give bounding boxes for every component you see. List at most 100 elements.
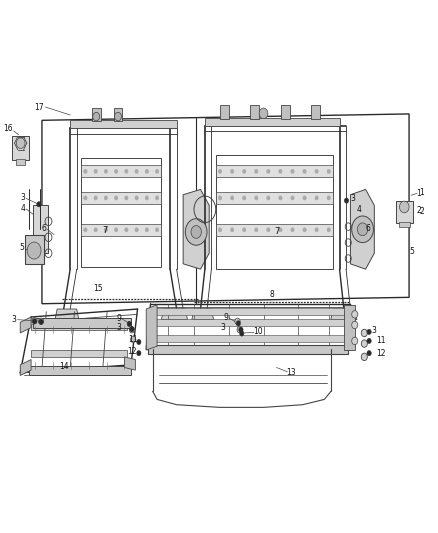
Text: 3: 3 <box>350 194 355 203</box>
Circle shape <box>84 196 87 200</box>
Circle shape <box>303 169 306 173</box>
Text: 6: 6 <box>42 224 46 233</box>
Text: 12: 12 <box>377 349 386 358</box>
Text: 16: 16 <box>3 124 12 133</box>
Circle shape <box>218 228 222 232</box>
Circle shape <box>235 318 240 325</box>
Circle shape <box>230 228 234 232</box>
Bar <box>396 200 413 223</box>
Bar <box>16 159 25 165</box>
Circle shape <box>135 228 138 232</box>
Polygon shape <box>146 305 157 350</box>
Text: 12: 12 <box>127 347 137 356</box>
Circle shape <box>114 112 121 121</box>
Bar <box>281 106 290 119</box>
Circle shape <box>367 338 371 344</box>
Polygon shape <box>124 357 135 370</box>
Circle shape <box>291 228 294 232</box>
Bar <box>399 222 410 227</box>
Circle shape <box>361 329 367 337</box>
Text: 17: 17 <box>35 102 44 111</box>
Circle shape <box>130 327 134 332</box>
Bar <box>311 106 320 119</box>
Circle shape <box>352 337 358 345</box>
Circle shape <box>303 196 306 200</box>
Text: 7: 7 <box>274 228 279 237</box>
Circle shape <box>279 169 282 173</box>
Circle shape <box>145 196 148 200</box>
Bar <box>153 309 348 316</box>
Text: 14: 14 <box>59 362 68 371</box>
Circle shape <box>94 196 97 200</box>
Circle shape <box>145 169 148 173</box>
Bar <box>153 335 348 342</box>
Bar <box>216 192 333 204</box>
Circle shape <box>267 196 270 200</box>
Circle shape <box>361 340 367 348</box>
Circle shape <box>315 169 318 173</box>
Circle shape <box>303 228 306 232</box>
Text: 10: 10 <box>254 327 263 336</box>
Circle shape <box>352 321 358 329</box>
Bar <box>81 224 162 236</box>
Circle shape <box>254 196 258 200</box>
Bar <box>153 319 348 326</box>
Bar <box>216 224 333 236</box>
Circle shape <box>94 169 97 173</box>
Bar <box>33 205 49 253</box>
Circle shape <box>399 201 409 213</box>
Text: 1: 1 <box>417 189 421 198</box>
Circle shape <box>367 329 371 335</box>
Circle shape <box>315 196 318 200</box>
Circle shape <box>137 351 141 356</box>
Circle shape <box>291 169 294 173</box>
Circle shape <box>155 228 159 232</box>
Circle shape <box>155 196 159 200</box>
Circle shape <box>135 196 138 200</box>
Text: 3: 3 <box>116 323 121 332</box>
Circle shape <box>39 318 44 325</box>
Circle shape <box>135 169 138 173</box>
Polygon shape <box>350 189 374 269</box>
Circle shape <box>240 331 244 336</box>
Circle shape <box>104 169 108 173</box>
Circle shape <box>137 340 141 345</box>
Text: 1: 1 <box>419 188 424 197</box>
Circle shape <box>114 169 118 173</box>
Circle shape <box>237 327 242 333</box>
Circle shape <box>104 196 108 200</box>
Polygon shape <box>20 360 31 375</box>
Bar <box>81 192 162 204</box>
Circle shape <box>327 228 330 232</box>
Text: 2: 2 <box>419 207 424 216</box>
Circle shape <box>32 318 37 324</box>
Text: 3: 3 <box>371 326 376 335</box>
Text: 11: 11 <box>377 336 386 345</box>
Bar <box>70 120 177 128</box>
Text: 9: 9 <box>116 313 121 322</box>
Circle shape <box>93 112 100 121</box>
Circle shape <box>84 169 87 173</box>
Polygon shape <box>183 189 209 269</box>
Circle shape <box>27 242 41 259</box>
Circle shape <box>254 169 258 173</box>
Bar <box>113 108 122 122</box>
Circle shape <box>352 311 358 318</box>
Circle shape <box>352 216 374 243</box>
Text: 9: 9 <box>223 312 228 321</box>
Circle shape <box>218 169 222 173</box>
Circle shape <box>125 169 128 173</box>
Text: 11: 11 <box>128 335 138 344</box>
Circle shape <box>37 201 41 207</box>
Bar <box>216 165 333 177</box>
Polygon shape <box>192 309 214 320</box>
Bar <box>25 235 44 264</box>
Circle shape <box>315 228 318 232</box>
Bar <box>12 136 29 160</box>
Circle shape <box>129 327 134 333</box>
Polygon shape <box>344 305 355 350</box>
Circle shape <box>125 196 128 200</box>
Circle shape <box>32 319 37 324</box>
Bar <box>220 106 229 119</box>
Polygon shape <box>331 309 357 320</box>
